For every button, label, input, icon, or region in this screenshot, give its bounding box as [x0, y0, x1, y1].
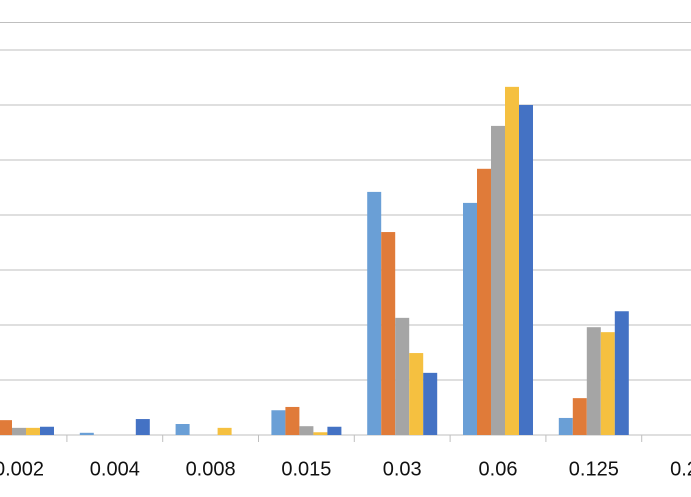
bar: [313, 432, 328, 435]
bar: [409, 353, 424, 435]
bar: [558, 417, 573, 435]
bar: [217, 427, 232, 435]
bar: [586, 327, 601, 435]
bar: [463, 202, 477, 435]
bar: [271, 410, 286, 435]
x-tick-label: 0.004: [90, 458, 140, 480]
bar: [12, 427, 26, 435]
bar: [0, 420, 12, 435]
bar: [175, 424, 190, 435]
bar: [505, 86, 519, 435]
bar: [519, 105, 533, 435]
x-tick-label: 0.25: [670, 458, 691, 480]
x-tick-label: 0.125: [569, 458, 619, 480]
bar: [79, 432, 94, 435]
x-tick-label: 0.03: [383, 458, 422, 480]
bar: [327, 426, 342, 435]
bar: [614, 311, 629, 435]
x-tick-label: 0.008: [186, 458, 236, 480]
bar: [477, 168, 491, 436]
bar: [40, 426, 54, 435]
x-tick-label: 0.002: [0, 458, 44, 480]
bar: [26, 427, 40, 435]
bar: [491, 125, 505, 436]
bar: [381, 232, 396, 435]
bar: [367, 191, 382, 435]
bar: [285, 406, 300, 435]
x-tick-label: 0.06: [479, 458, 518, 480]
bar: [395, 317, 410, 435]
bar: [572, 398, 587, 435]
bar: [135, 419, 150, 435]
x-tick-label: 0.015: [281, 458, 331, 480]
bar: [423, 372, 438, 435]
bar: [600, 332, 615, 435]
bar: [299, 426, 314, 435]
